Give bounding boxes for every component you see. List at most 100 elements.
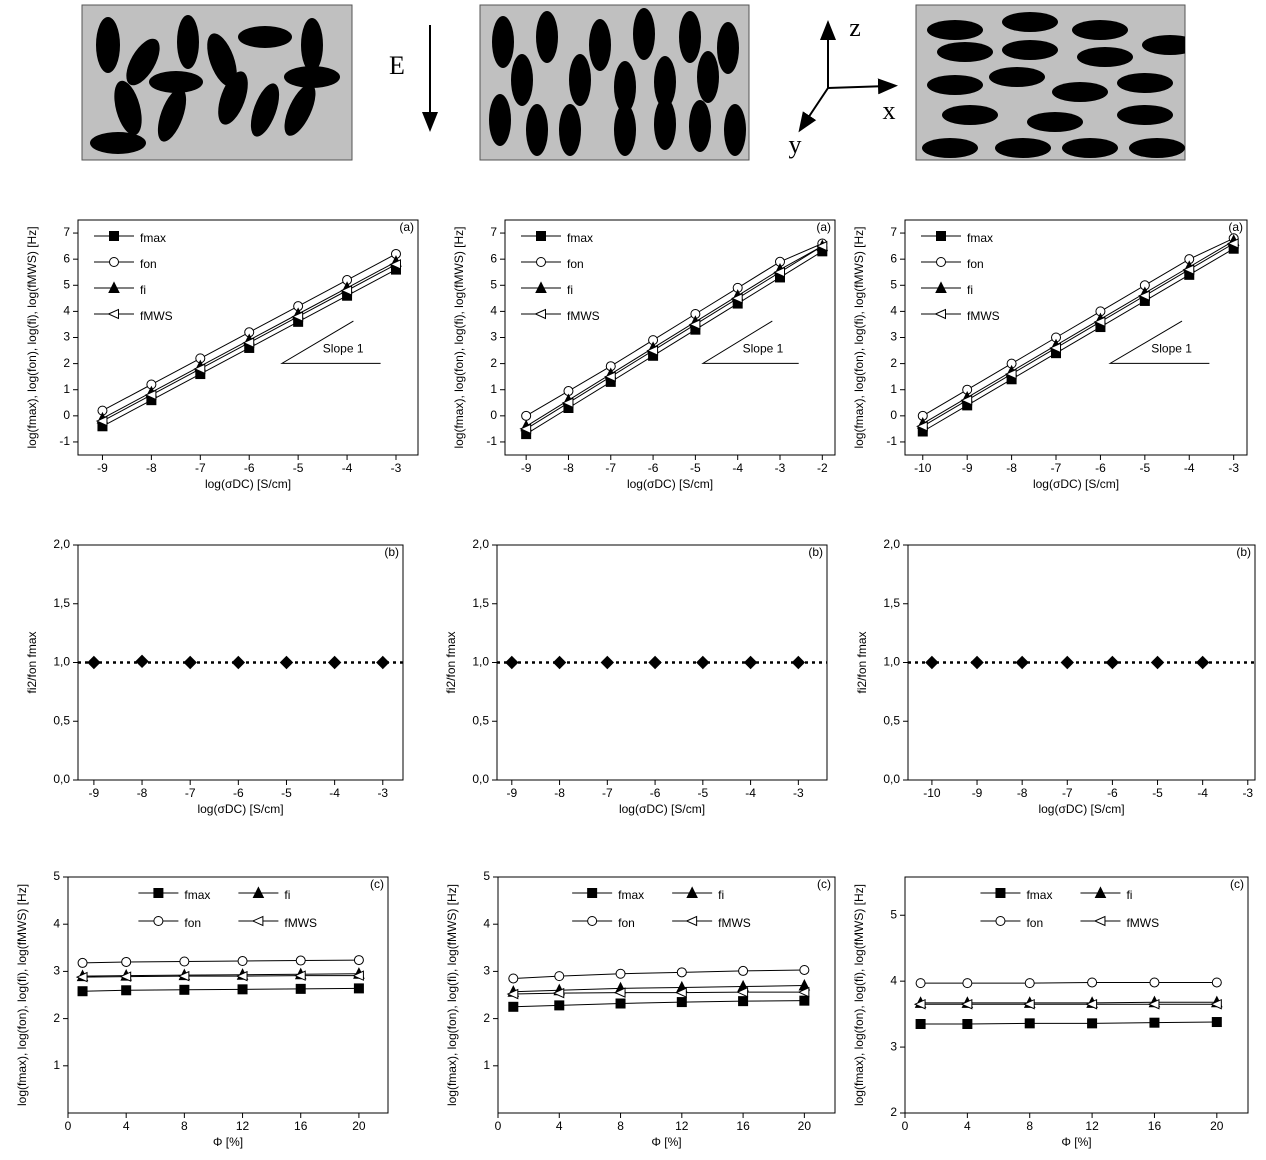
marker-diamond bbox=[696, 655, 710, 670]
x-tick-label: -3 bbox=[391, 461, 402, 475]
marker-diamond bbox=[925, 655, 939, 670]
marker-circle bbox=[554, 971, 565, 982]
y-tick-label: 0 bbox=[63, 408, 70, 422]
y-tick-label: 1 bbox=[890, 382, 897, 396]
legend-label: fon bbox=[567, 257, 584, 271]
marker-triangle-left bbox=[1147, 998, 1160, 1010]
marker-triangle-left bbox=[916, 421, 928, 432]
y-tick-label: 1,0 bbox=[883, 655, 900, 669]
marker-triangle-left bbox=[913, 998, 926, 1010]
x-tick-label: -9 bbox=[962, 461, 973, 475]
marker-circle bbox=[77, 957, 88, 968]
marker-diamond bbox=[743, 655, 758, 670]
y-tick-label: 4 bbox=[890, 304, 897, 318]
marker-circle bbox=[536, 257, 546, 267]
marker-triangle-left bbox=[1138, 290, 1150, 301]
marker-diamond bbox=[600, 655, 615, 670]
plot-frame bbox=[904, 876, 1249, 1114]
y-axis-label: fi2/fon fmax bbox=[855, 631, 869, 693]
marker-square bbox=[109, 231, 119, 241]
x-tick-label: -3 bbox=[793, 786, 804, 800]
plot-frame bbox=[904, 219, 1248, 456]
marker-square bbox=[353, 983, 364, 994]
marker-triangle-left bbox=[294, 970, 306, 981]
marker-triangle-left bbox=[960, 394, 973, 406]
y-tick-label: -1 bbox=[486, 434, 497, 448]
marker-diamond bbox=[1195, 655, 1210, 670]
x-tick-label: 0 bbox=[495, 1119, 502, 1133]
series-line bbox=[920, 1001, 1217, 1004]
marker-circle bbox=[615, 968, 626, 979]
chart: 0 4 8 12 16 20 2 3 4 5 Φ [%] log(fmax), log(fon), l… bbox=[852, 876, 1249, 1149]
field-label: E bbox=[389, 51, 405, 80]
marker-triangle-left bbox=[1004, 368, 1017, 380]
y-tick-label: 1 bbox=[53, 1058, 60, 1072]
marker-triangle-left bbox=[675, 987, 687, 998]
chart: -10 -9 -8 -7 -6 -5 -4 -3 0,0 0,5 1,0 1,5 2,0 log(σDC)… bbox=[855, 537, 1256, 816]
marker-triangle-left bbox=[340, 285, 353, 296]
marker-square bbox=[962, 1019, 973, 1030]
slope-label: Slope 1 bbox=[1151, 341, 1192, 355]
series-line bbox=[513, 985, 805, 993]
x-tick-label: -4 bbox=[745, 786, 756, 800]
marker-square bbox=[799, 995, 810, 1006]
x-tick-label: -9 bbox=[506, 786, 517, 800]
legend-label: fMWS bbox=[284, 916, 317, 930]
marker-diamond bbox=[231, 655, 246, 670]
marker-square bbox=[237, 984, 248, 995]
legend-label: fi bbox=[567, 283, 573, 297]
marker-triangle-left bbox=[1226, 238, 1239, 249]
marker-diamond bbox=[552, 655, 567, 670]
y-axis-label: log(fmax), log(fon), log(fi), log(fMWS) … bbox=[445, 884, 459, 1106]
legend-label: fMWS bbox=[1126, 916, 1159, 930]
marker-triangle-left bbox=[75, 971, 88, 983]
marker-square bbox=[587, 888, 598, 898]
y-tick-label: 6 bbox=[63, 251, 70, 265]
y-tick-label: 4 bbox=[490, 304, 497, 318]
marker-triangle bbox=[535, 281, 547, 293]
marker-triangle-left bbox=[1085, 998, 1098, 1010]
y-axis-label: fi2/fon fmax bbox=[444, 631, 458, 693]
x-tick-label: 8 bbox=[1026, 1119, 1033, 1133]
marker-circle bbox=[799, 964, 810, 975]
marker-triangle-left bbox=[815, 240, 828, 252]
marker-triangle-left bbox=[1023, 998, 1035, 1010]
x-tick-label: -3 bbox=[1242, 786, 1253, 800]
marker-triangle-left bbox=[604, 371, 616, 382]
y-tick-label: 6 bbox=[490, 251, 497, 265]
marker-square bbox=[1211, 1017, 1222, 1028]
x-tick-label: -4 bbox=[1197, 786, 1208, 800]
marker-circle bbox=[521, 410, 532, 421]
marker-circle bbox=[962, 978, 973, 989]
x-tick-label: -4 bbox=[342, 461, 353, 475]
marker-square bbox=[995, 888, 1006, 898]
x-axis-label: log(σDC) [S/cm] bbox=[205, 477, 291, 491]
x-tick-label: -3 bbox=[775, 461, 786, 475]
marker-diamond bbox=[279, 655, 294, 670]
x-axis-label: Φ [%] bbox=[1061, 1135, 1091, 1149]
x-axis-label: Φ [%] bbox=[651, 1135, 681, 1149]
marker-circle bbox=[121, 956, 132, 967]
marker-diamond bbox=[376, 655, 390, 670]
y-tick-label: 5 bbox=[483, 869, 490, 883]
marker-circle bbox=[353, 955, 364, 966]
horizontal-state bbox=[915, 4, 1186, 161]
y-tick-label: 7 bbox=[890, 225, 897, 239]
x-tick-label: -8 bbox=[1006, 461, 1017, 475]
marker-triangle-left bbox=[352, 970, 364, 981]
marker-triangle-left bbox=[797, 986, 810, 998]
x-tick-label: -3 bbox=[1228, 461, 1239, 475]
marker-square bbox=[1024, 1018, 1035, 1029]
legend-label: fi bbox=[718, 888, 724, 902]
marker-circle bbox=[915, 978, 926, 989]
y-axis-label: log(fmax), log(fon), log(fi), log(fMWS) … bbox=[852, 226, 866, 448]
marker-circle bbox=[508, 973, 519, 984]
x-tick-label: -4 bbox=[1184, 461, 1195, 475]
x-tick-label: 20 bbox=[352, 1119, 366, 1133]
y-tick-label: 3 bbox=[483, 964, 490, 978]
y-tick-label: 7 bbox=[490, 225, 497, 239]
series-line bbox=[922, 240, 1234, 425]
marker-square bbox=[295, 983, 306, 994]
